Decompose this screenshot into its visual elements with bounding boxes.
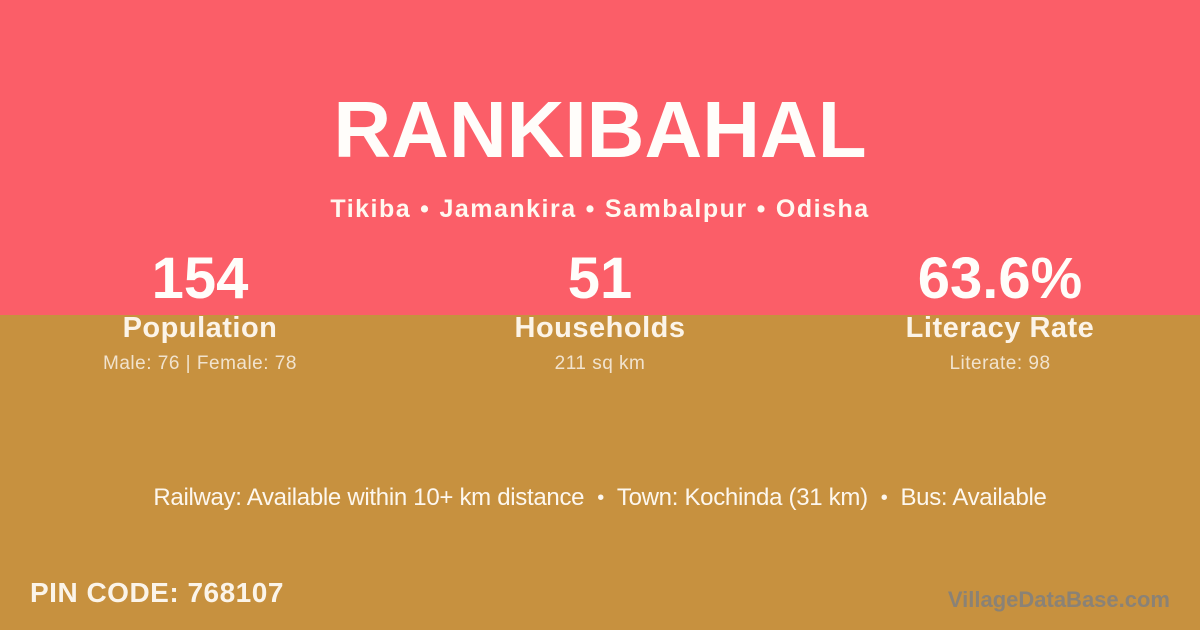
population-gender-breakdown: Male: 76 | Female: 78 <box>103 353 297 374</box>
literacy-rate-label: Literacy Rate <box>905 312 1095 344</box>
nearest-town: Town: Kochinda (31 km) <box>616 484 868 511</box>
stat-literacy-rate: 63.6% Literacy Rate Literate: 98 <box>800 246 1200 374</box>
households-value: 51 <box>567 246 633 311</box>
population-value: 154 <box>151 246 249 311</box>
location-district: Sambalpur <box>604 195 748 223</box>
literacy-rate-value: 63.6% <box>917 246 1083 311</box>
bullet-separator-icon: • <box>880 487 888 509</box>
header-background <box>0 0 1200 315</box>
stat-households: 51 Households 211 sq km <box>400 246 800 374</box>
literate-count: Literate: 98 <box>949 353 1051 374</box>
location-state: Odisha <box>775 195 870 223</box>
location-block: Jamankira <box>439 195 577 223</box>
bullet-separator-icon: • <box>420 195 431 223</box>
households-area: 211 sq km <box>554 353 646 374</box>
watermark: VillageDataBase.com <box>947 587 1170 612</box>
bullet-separator-icon: • <box>756 195 767 223</box>
location-breadcrumb: Tikiba • Jamankira • Sambalpur • Odisha <box>0 196 1200 222</box>
households-label: Households <box>514 312 686 344</box>
stats-row: 154 Population Male: 76 | Female: 78 51 … <box>0 246 1200 374</box>
bus-availability: Bus: Available <box>900 484 1047 511</box>
population-label: Population <box>122 312 278 344</box>
amenities-line: Railway: Available within 10+ km distanc… <box>0 486 1200 510</box>
bullet-separator-icon: • <box>585 195 596 223</box>
railway-availability: Railway: Available within 10+ km distanc… <box>153 484 585 511</box>
stat-population: 154 Population Male: 76 | Female: 78 <box>0 246 400 374</box>
bullet-separator-icon: • <box>597 487 604 509</box>
village-name-title: RANKIBAHAL <box>333 85 867 174</box>
location-tehsil: Tikiba <box>330 195 412 223</box>
pin-code: PIN CODE: 768107 <box>30 577 284 608</box>
